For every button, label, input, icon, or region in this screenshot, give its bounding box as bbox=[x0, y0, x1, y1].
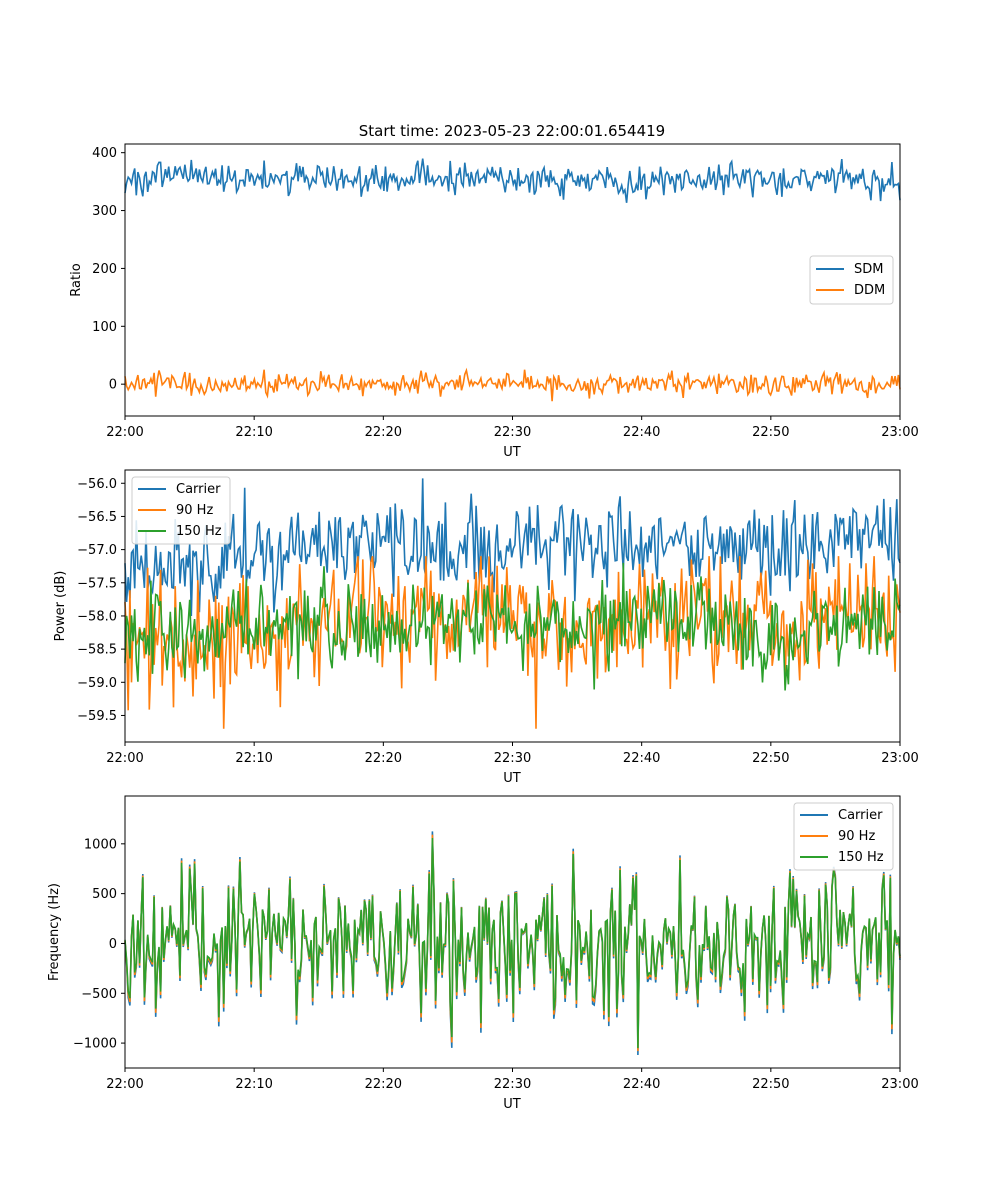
frequency-y-tick-label: 1000 bbox=[84, 837, 117, 852]
power-y-tick-label: −58.5 bbox=[77, 643, 117, 658]
power-y-tick-label: −57.5 bbox=[77, 576, 117, 591]
power-x-ticks: 22:00 22:10 22:20 22:30 22:40 22:50 23:00 bbox=[106, 742, 919, 766]
frequency-legend-label-90hz: 90 Hz bbox=[838, 829, 875, 844]
ratio-y-axis-label: Ratio bbox=[69, 263, 84, 296]
ratio-y-tick-label: 0 bbox=[109, 378, 117, 393]
ratio-y-ticks: 0 100 200 300 400 bbox=[92, 146, 125, 393]
power-y-tick-label: −56.5 bbox=[77, 510, 117, 525]
figure-title: Start time: 2023-05-23 22:00:01.654419 bbox=[359, 122, 665, 140]
frequency-y-ticks: −1000 −500 0 500 1000 bbox=[73, 837, 125, 1052]
power-x-axis-label: UT bbox=[503, 771, 521, 786]
power-series-line-carrier bbox=[124, 478, 901, 617]
power-y-tick-label: −59.5 bbox=[77, 709, 117, 724]
power-y-tick-label: −58.0 bbox=[77, 609, 117, 624]
frequency-x-tick-label: 22:50 bbox=[752, 1077, 789, 1092]
frequency-x-tick-label: 23:00 bbox=[881, 1077, 918, 1092]
ratio-y-tick-label: 300 bbox=[92, 204, 117, 219]
frequency-y-tick-label: −500 bbox=[81, 987, 117, 1002]
frequency-x-tick-label: 22:20 bbox=[365, 1077, 402, 1092]
ratio-x-axis-label: UT bbox=[503, 445, 521, 460]
frequency-x-tick-label: 22:00 bbox=[106, 1077, 143, 1092]
frequency-y-tick-label: 0 bbox=[109, 937, 117, 952]
power-legend-label-90hz: 90 Hz bbox=[176, 503, 213, 518]
frequency-x-axis-label: UT bbox=[503, 1097, 521, 1112]
power-x-tick-label: 23:00 bbox=[881, 751, 918, 766]
ratio-series-line-ddm bbox=[124, 367, 901, 402]
frequency-x-tick-label: 22:40 bbox=[623, 1077, 660, 1092]
frequency-y-tick-label: 500 bbox=[92, 887, 117, 902]
power-series-layer bbox=[124, 478, 901, 729]
power-y-ticks: −59.5 −59.0 −58.5 −58.0 −57.5 −57.0 −56.5 −56.0 bbox=[77, 477, 125, 724]
power-y-tick-label: −59.0 bbox=[77, 676, 117, 691]
ratio-x-tick-label: 22:30 bbox=[494, 425, 531, 440]
power-x-tick-label: 22:20 bbox=[365, 751, 402, 766]
power-x-tick-label: 22:40 bbox=[623, 751, 660, 766]
power-legend-label-150hz: 150 Hz bbox=[176, 524, 222, 539]
frequency-x-tick-label: 22:10 bbox=[235, 1077, 272, 1092]
ratio-x-tick-label: 22:10 bbox=[235, 425, 272, 440]
ratio-series-layer bbox=[124, 158, 901, 402]
power-x-tick-label: 22:30 bbox=[494, 751, 531, 766]
power-x-tick-label: 22:50 bbox=[752, 751, 789, 766]
frequency-x-tick-label: 22:30 bbox=[494, 1077, 531, 1092]
power-y-axis-label: Power (dB) bbox=[53, 571, 68, 642]
power-series-line-150hz bbox=[124, 562, 901, 691]
ratio-x-tick-label: 22:40 bbox=[623, 425, 660, 440]
power-legend-label-carrier: Carrier bbox=[176, 482, 221, 497]
ratio-x-tick-label: 23:00 bbox=[881, 425, 918, 440]
ratio-y-tick-label: 100 bbox=[92, 320, 117, 335]
ratio-x-tick-label: 22:00 bbox=[106, 425, 143, 440]
frequency-x-ticks: 22:00 22:10 22:20 22:30 22:40 22:50 23:00 bbox=[106, 1068, 919, 1092]
power-x-tick-label: 22:10 bbox=[235, 751, 272, 766]
frequency-legend-label-carrier: Carrier bbox=[838, 808, 883, 823]
power-legend: Carrier 90 Hz 150 Hz bbox=[131, 476, 231, 545]
frequency-legend-box bbox=[793, 802, 894, 871]
ratio-legend: SDM DDM bbox=[809, 255, 894, 305]
frequency-legend: Carrier 90 Hz 150 Hz bbox=[793, 802, 894, 871]
ratio-legend-label-ddm: DDM bbox=[854, 283, 885, 298]
ratio-axes-frame bbox=[124, 143, 901, 417]
frequency-legend-label-150hz: 150 Hz bbox=[838, 850, 884, 865]
frequency-series-layer bbox=[124, 831, 901, 1056]
ratio-x-tick-label: 22:50 bbox=[752, 425, 789, 440]
power-y-tick-label: −57.0 bbox=[77, 543, 117, 558]
frequency-y-tick-label: −1000 bbox=[73, 1037, 117, 1052]
ratio-x-ticks: 22:00 22:10 22:20 22:30 22:40 22:50 23:00 bbox=[106, 416, 919, 440]
ratio-legend-label-sdm: SDM bbox=[854, 262, 883, 277]
ratio-series-line-sdm bbox=[124, 158, 901, 203]
ratio-x-tick-label: 22:20 bbox=[365, 425, 402, 440]
frequency-axes-frame bbox=[124, 795, 901, 1069]
ratio-y-tick-label: 200 bbox=[92, 262, 117, 277]
frequency-y-axis-label: Frequency (Hz) bbox=[47, 883, 62, 981]
power-legend-box bbox=[131, 476, 231, 545]
frequency-series-line-150hz bbox=[124, 837, 901, 1049]
power-y-tick-label: −56.0 bbox=[77, 477, 117, 492]
power-x-tick-label: 22:00 bbox=[106, 751, 143, 766]
ratio-y-tick-label: 400 bbox=[92, 146, 117, 161]
power-panel: −59.5 −59.0 −58.5 −58.0 −57.5 −57.0 −56.5 −56.0… bbox=[53, 469, 919, 786]
